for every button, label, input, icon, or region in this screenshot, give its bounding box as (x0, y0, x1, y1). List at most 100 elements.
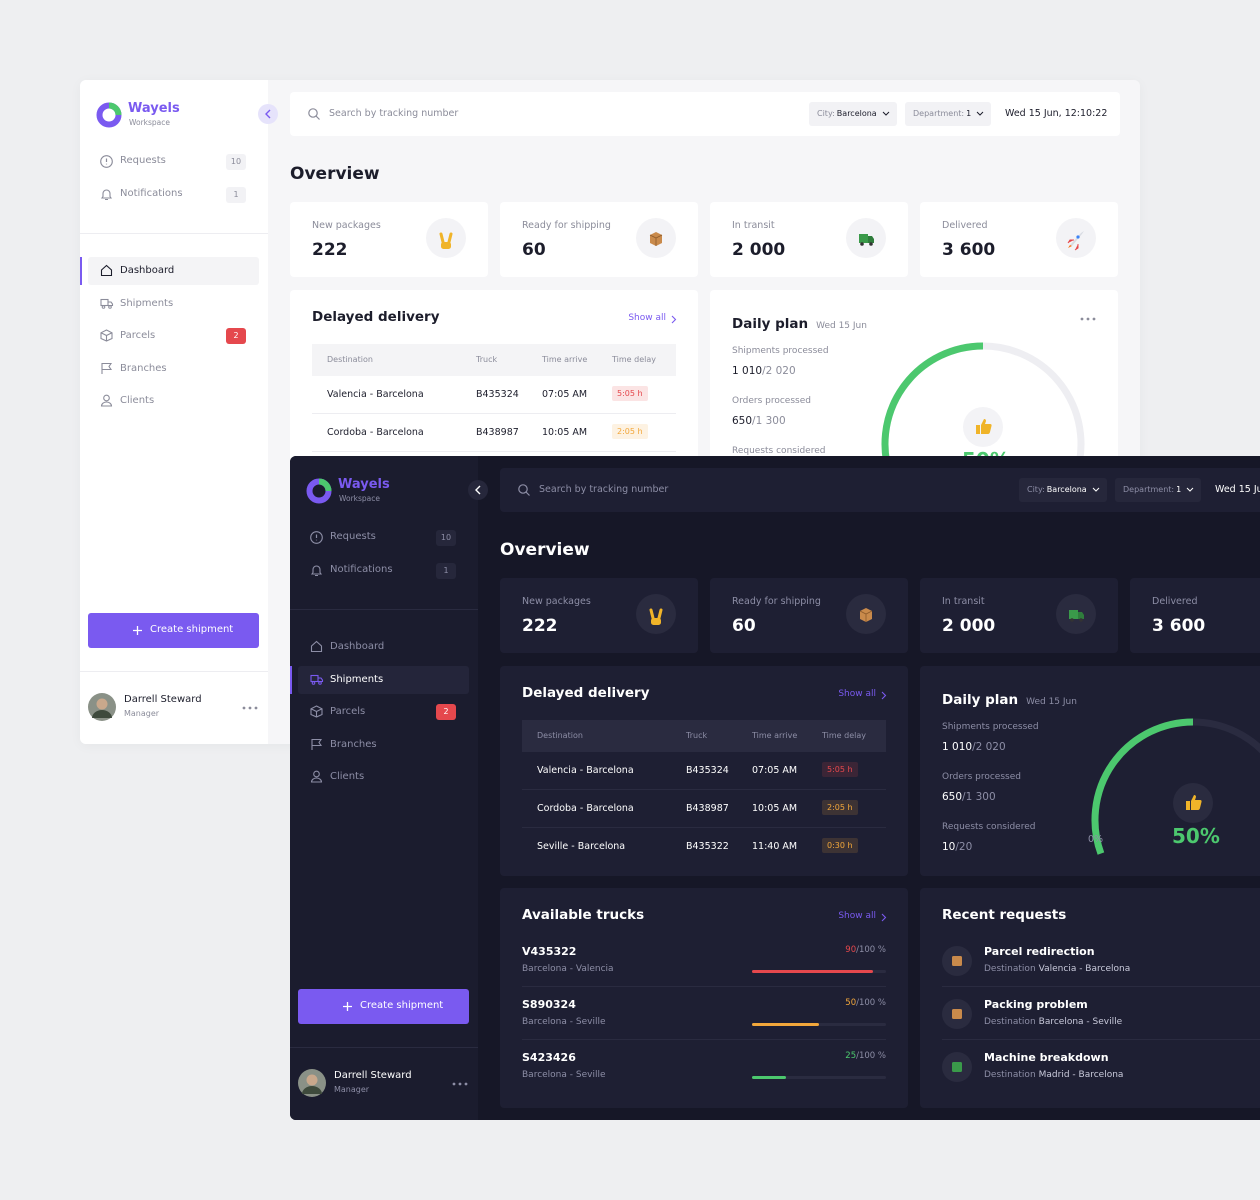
nav-item[interactable]: Clients (88, 387, 259, 415)
icon-part (1186, 487, 1194, 492)
card-title-row: Daily plan Wed 15 Jun (732, 313, 867, 332)
icon-part (100, 155, 113, 168)
card-title: Recent requests (942, 907, 1067, 923)
metric-total: /1 300 (752, 415, 786, 427)
nav-item[interactable]: Branches (88, 355, 259, 383)
collapse-button[interactable] (258, 104, 278, 124)
search-box[interactable]: Search by tracking number (500, 468, 1000, 512)
icon-part (868, 236, 874, 243)
icon-part (310, 777, 323, 783)
truck-id: V435322 (522, 945, 577, 958)
icon-part (1092, 317, 1096, 321)
top-nav-item[interactable]: Requests 10 (298, 528, 469, 548)
nav-item[interactable]: Branches (298, 731, 469, 759)
thumbs-up (976, 419, 992, 434)
delayed-delivery-card: Delayed delivery Show all Destination Truck… (500, 666, 908, 876)
table-header: Destination Truck Time arrive Time delay (312, 344, 676, 376)
filter-dropdown[interactable]: Department: 1 (1115, 478, 1201, 502)
metric-done: 650 (942, 791, 963, 803)
create-shipment-button[interactable]: Create shipment (88, 613, 259, 648)
create-shipment-button[interactable]: Create shipment (298, 989, 469, 1024)
nav-label: Dashboard (120, 265, 175, 276)
collapse-button[interactable] (468, 480, 488, 500)
nav-item[interactable]: Shipments (88, 290, 259, 318)
icon-part (636, 594, 676, 634)
stat-label: In transit (942, 596, 985, 607)
user-name: Darrell Steward (124, 694, 202, 705)
nav-item[interactable]: Dashboard (298, 633, 469, 661)
filter-value: 1 (1176, 485, 1182, 494)
icon-part (100, 189, 113, 201)
divider (290, 609, 478, 610)
nav-icon (100, 155, 113, 168)
table-cell: B438987 (476, 427, 519, 438)
stat-icon (846, 218, 886, 258)
table-cell: Cordoba - Barcelona (537, 803, 634, 814)
show-all-link[interactable]: Show all (838, 689, 887, 700)
nav-label: Requests (330, 531, 376, 542)
request-title: Machine breakdown (984, 1051, 1109, 1064)
filter-dropdown[interactable]: City: Barcelona (1019, 478, 1107, 502)
more-menu[interactable] (1080, 316, 1096, 322)
icon-part (100, 298, 109, 306)
button-label: Create shipment (150, 624, 234, 635)
filter-value: 1 (966, 109, 972, 118)
nav-item[interactable]: Parcels 2 (88, 322, 259, 350)
show-all-link[interactable]: Show all (838, 911, 887, 922)
brand-name: Wayels (338, 477, 390, 492)
filter-value: Barcelona (1046, 485, 1087, 494)
icon-part (101, 362, 113, 374)
nav-item[interactable]: Dashboard (88, 257, 259, 285)
nav-label: Notifications (120, 188, 183, 199)
top-nav-item[interactable]: Notifications 1 (298, 561, 469, 581)
icon-part (318, 680, 322, 685)
truck-route: Barcelona - Seville (522, 1017, 606, 1027)
filter-dropdown[interactable]: Department: 1 (905, 102, 991, 126)
stat-icon (1056, 218, 1096, 258)
icon-part (518, 484, 528, 494)
top-nav-item[interactable]: Notifications 1 (88, 185, 259, 205)
stat-label: New packages (312, 220, 381, 231)
nav-label: Clients (330, 771, 365, 782)
table-cell: 11:40 AM (752, 841, 798, 852)
more-menu[interactable] (242, 705, 258, 711)
filter-label: City: (1027, 485, 1045, 494)
nav-item[interactable]: Shipments (298, 665, 469, 694)
icon-part (475, 485, 481, 495)
plus-icon (343, 1002, 352, 1011)
table-cell: 07:05 AM (752, 765, 798, 776)
filter-dropdown[interactable]: City: Barcelona (809, 102, 897, 126)
table-cell: 10:05 AM (752, 803, 798, 814)
more-menu[interactable] (452, 1081, 468, 1087)
nav-item[interactable]: Clients (298, 763, 469, 791)
top-nav-item[interactable]: Requests 10 (88, 152, 259, 172)
metric-label: Requests considered (732, 446, 826, 456)
icon-part (101, 304, 106, 309)
available-trucks-card: Available trucks Show all V435322 Barcelona… (500, 888, 908, 1108)
icon-part (464, 1082, 468, 1086)
show-all-link[interactable]: Show all (628, 313, 677, 324)
gauge (1091, 718, 1260, 855)
icon-part (306, 1074, 318, 1086)
search-box[interactable]: Search by tracking number (290, 92, 790, 136)
column-header: Time arrive (752, 731, 798, 740)
link-label: Show all (838, 911, 876, 921)
icon-part (343, 1002, 352, 1011)
stat-icon (1056, 594, 1096, 634)
icon-part (1079, 618, 1083, 622)
nav-label: Shipments (120, 297, 174, 309)
column-header: Time delay (612, 355, 656, 364)
link-label: Show all (628, 313, 666, 323)
stat-label: New packages (522, 596, 591, 607)
icon-part (310, 640, 323, 653)
load-value: 50 (845, 998, 857, 1008)
nav-item[interactable]: Parcels 2 (298, 698, 469, 726)
icon-part (976, 111, 984, 116)
metric-label: Shipments processed (732, 346, 829, 356)
